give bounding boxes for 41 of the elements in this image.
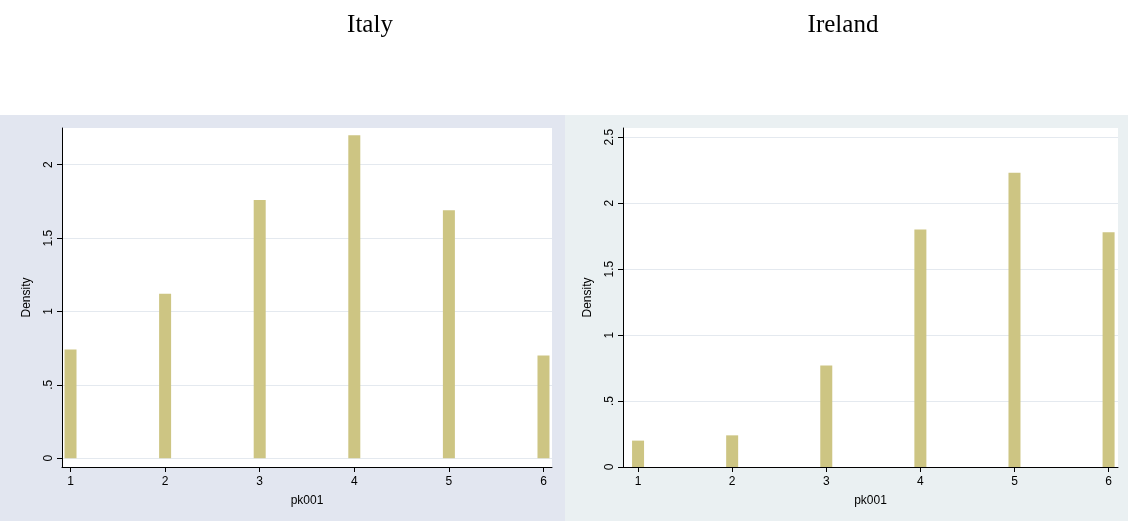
y-tick-label: .5 — [41, 379, 55, 390]
bar — [348, 135, 361, 459]
y-tick-label: 2.5 — [602, 128, 616, 146]
bar — [1008, 172, 1021, 467]
x-axis-title: pk001 — [290, 493, 324, 507]
y-tick-label: 2 — [41, 161, 55, 169]
y-tick-label: 2 — [602, 199, 616, 207]
y-axis-title: Density — [19, 277, 33, 318]
x-tick-label: 5 — [445, 474, 453, 488]
chart-title: Italy — [347, 10, 394, 37]
bar — [820, 365, 833, 467]
x-tick-label: 4 — [350, 474, 358, 488]
bar — [159, 293, 172, 459]
x-tick-label: 3 — [822, 474, 830, 488]
bar — [1102, 232, 1115, 467]
y-axis-title: Density — [580, 277, 594, 318]
chart-title: Ireland — [807, 10, 879, 37]
bar — [537, 355, 550, 459]
bar — [726, 435, 739, 467]
x-tick-label: 1 — [67, 474, 75, 488]
bar — [253, 199, 266, 459]
x-tick-label: 2 — [728, 474, 736, 488]
bar — [64, 349, 77, 459]
x-tick-label: 6 — [1105, 474, 1113, 488]
y-tick-label: 1.5 — [41, 229, 55, 247]
x-tick-label: 3 — [256, 474, 264, 488]
x-tick-label: 4 — [917, 474, 925, 488]
x-axis-title: pk001 — [854, 493, 888, 507]
bar — [914, 229, 927, 467]
x-tick-label: 5 — [1011, 474, 1019, 488]
y-tick-label: 1.5 — [602, 260, 616, 278]
y-tick-label: 1 — [602, 331, 616, 339]
y-tick-label: .5 — [602, 395, 616, 407]
y-tick-label: 1 — [41, 307, 55, 315]
bar — [632, 440, 645, 467]
x-tick-label: 1 — [634, 474, 642, 488]
x-tick-label: 2 — [161, 474, 169, 488]
bar — [442, 210, 455, 459]
y-tick-label: 0 — [41, 454, 55, 462]
y-tick-label: 0 — [602, 463, 616, 471]
x-tick-label: 6 — [540, 474, 548, 488]
